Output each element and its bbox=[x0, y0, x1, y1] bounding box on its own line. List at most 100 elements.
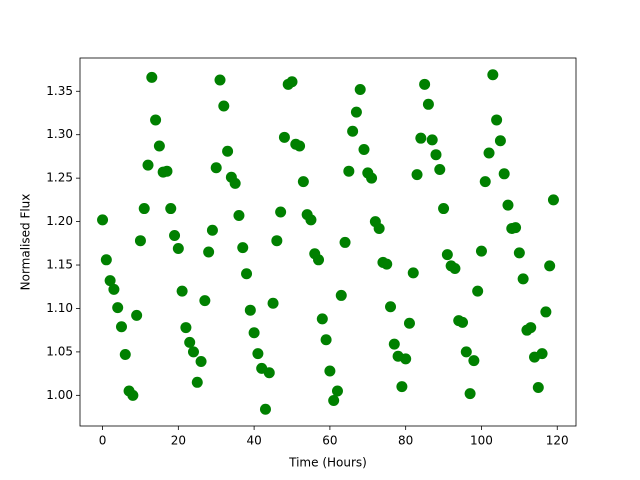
point bbox=[457, 316, 469, 328]
point bbox=[119, 349, 131, 361]
point bbox=[487, 69, 499, 81]
y-tick-label: 1.00 bbox=[46, 388, 73, 402]
point bbox=[441, 249, 453, 261]
point bbox=[415, 132, 427, 144]
point bbox=[335, 289, 347, 301]
point bbox=[187, 346, 199, 358]
x-tick-label: 100 bbox=[470, 434, 493, 448]
point bbox=[161, 165, 173, 177]
point bbox=[320, 334, 332, 346]
point bbox=[248, 327, 260, 339]
point bbox=[112, 302, 124, 314]
point bbox=[438, 203, 450, 215]
point bbox=[434, 163, 446, 175]
point bbox=[494, 135, 506, 147]
point bbox=[127, 389, 139, 401]
point bbox=[214, 74, 226, 86]
point bbox=[381, 258, 393, 270]
x-tick-label: 120 bbox=[546, 434, 569, 448]
point bbox=[547, 194, 559, 206]
point bbox=[191, 376, 203, 388]
point bbox=[430, 149, 442, 161]
point bbox=[222, 145, 234, 157]
point bbox=[146, 71, 158, 83]
point bbox=[180, 322, 192, 334]
x-tick-label: 20 bbox=[171, 434, 186, 448]
point bbox=[532, 382, 544, 394]
point bbox=[297, 176, 309, 188]
point bbox=[479, 176, 491, 188]
x-tick-label: 40 bbox=[246, 434, 261, 448]
y-tick-label: 1.25 bbox=[46, 171, 73, 185]
point bbox=[385, 301, 397, 313]
point bbox=[426, 134, 438, 146]
x-tick-label: 60 bbox=[322, 434, 337, 448]
point bbox=[169, 229, 181, 241]
point bbox=[464, 388, 476, 400]
point bbox=[400, 353, 412, 365]
y-tick-label: 1.20 bbox=[46, 214, 73, 228]
point bbox=[206, 224, 218, 236]
point bbox=[498, 168, 510, 180]
point bbox=[165, 203, 177, 215]
plot-frame bbox=[79, 57, 577, 427]
point bbox=[97, 214, 109, 226]
point bbox=[472, 285, 484, 297]
point bbox=[422, 98, 434, 110]
point bbox=[233, 210, 245, 222]
point bbox=[241, 268, 253, 280]
point bbox=[358, 143, 370, 155]
point bbox=[354, 84, 366, 96]
point bbox=[100, 254, 112, 266]
point bbox=[316, 313, 328, 325]
point bbox=[134, 235, 146, 247]
point bbox=[278, 131, 290, 143]
point bbox=[184, 336, 196, 348]
point bbox=[267, 297, 279, 309]
y-tick-label: 1.35 bbox=[46, 84, 73, 98]
point bbox=[195, 355, 207, 367]
point bbox=[294, 140, 306, 152]
point bbox=[513, 247, 525, 259]
point bbox=[328, 395, 340, 407]
point bbox=[199, 295, 211, 307]
point bbox=[475, 245, 487, 257]
y-tick-label: 1.05 bbox=[46, 344, 73, 358]
point bbox=[449, 262, 461, 274]
point bbox=[544, 260, 556, 272]
point bbox=[407, 267, 419, 279]
point bbox=[540, 306, 552, 318]
point bbox=[324, 365, 336, 377]
x-tick-label: 0 bbox=[99, 434, 107, 448]
point bbox=[313, 254, 325, 266]
point bbox=[229, 177, 241, 189]
point bbox=[271, 235, 283, 247]
point bbox=[252, 348, 264, 360]
point bbox=[339, 236, 351, 248]
y-tick-label: 1.30 bbox=[46, 127, 73, 141]
point bbox=[491, 114, 503, 126]
point bbox=[108, 283, 120, 295]
point bbox=[411, 169, 423, 181]
point bbox=[468, 355, 480, 367]
point bbox=[366, 172, 378, 184]
y-axis-label: Normalised Flux bbox=[19, 194, 33, 291]
point bbox=[115, 321, 127, 333]
point bbox=[176, 285, 188, 297]
point bbox=[350, 106, 362, 118]
point bbox=[203, 246, 215, 258]
x-axis-label: Time (Hours) bbox=[288, 456, 367, 470]
point bbox=[142, 159, 154, 171]
point bbox=[525, 322, 537, 334]
point bbox=[305, 214, 317, 226]
point bbox=[347, 125, 359, 137]
point bbox=[403, 317, 415, 329]
point bbox=[460, 346, 472, 358]
point bbox=[210, 162, 222, 174]
x-tick-label: 80 bbox=[398, 434, 413, 448]
point bbox=[131, 309, 143, 321]
point bbox=[373, 223, 385, 235]
point bbox=[218, 100, 230, 112]
point bbox=[275, 206, 287, 218]
